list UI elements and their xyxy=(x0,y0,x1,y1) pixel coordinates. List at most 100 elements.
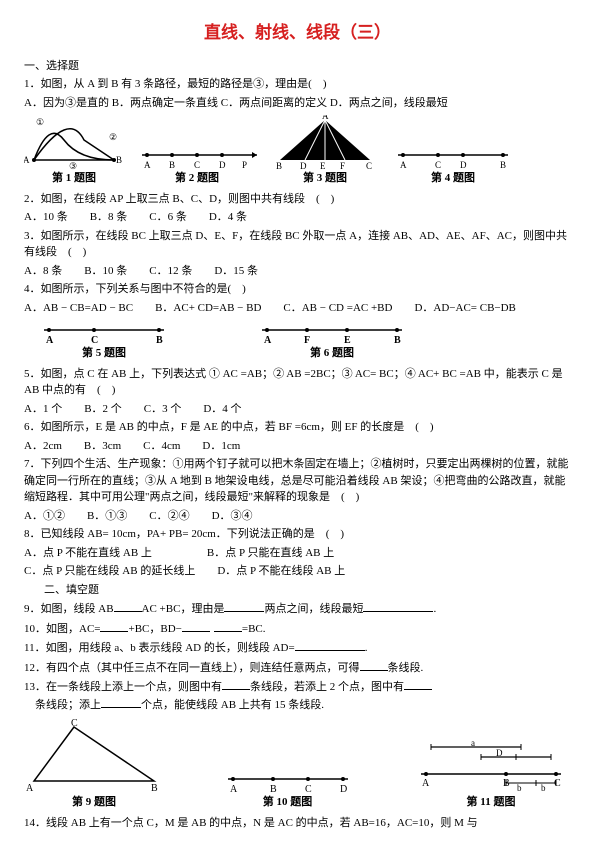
fig9-label: 第 9 题图 xyxy=(24,794,164,811)
q8-opt-ab: A．点 P 不能在直线 AB 上 B．点 P 只能在直线 AB 上 xyxy=(24,545,571,562)
fig10-label: 第 10 题图 xyxy=(218,794,358,811)
q13-c: 条线段；添上 xyxy=(35,699,101,711)
q12-blank xyxy=(360,659,388,671)
svg-text:b: b xyxy=(517,783,522,793)
q6-options: A．2cm B．3cm C．4cm D．1cm xyxy=(24,438,571,455)
q11-blank xyxy=(295,639,365,651)
page-title: 直线、射线、线段（三） xyxy=(24,20,571,46)
svg-text:B: B xyxy=(116,155,122,165)
fig6-col: A F E B 第 6 题图 xyxy=(252,320,412,362)
svg-text:A: A xyxy=(230,784,238,794)
q8-text: 8．已知线段 AB= 10cm，PA+ PB= 20cm．下列说法正确的是 ( … xyxy=(24,526,571,543)
figure-row-1: ① ② ③ AB 第 1 题图 AB CD P 第 2 题图 A BD EF C xyxy=(24,115,571,187)
svg-text:A: A xyxy=(322,115,329,121)
q5-text: 5．如图，点 C 在 AB 上，下列表达式 ① AC =AB；② AB =2BC… xyxy=(24,366,571,399)
q9: 9．如图，线段 ABAC +BC，理由是两点之间，线段最短. xyxy=(24,600,571,618)
svg-text:①: ① xyxy=(36,117,44,127)
fig4-col: AC DB 第 4 题图 xyxy=(388,140,518,187)
svg-text:②: ② xyxy=(109,132,117,142)
q14-text: 14．线段 AB 上有一个点 C，M 是 AB 的中点，N 是 AC 的中点，若… xyxy=(24,815,571,832)
q5-options: A．1 个 B．2 个 C．3 个 D．4 个 xyxy=(24,401,571,418)
svg-text:B: B xyxy=(276,161,282,170)
q10: 10．如图，AC=+BC，BD−=BC. xyxy=(24,620,571,638)
q4-text: 4．如图所示，下列关系与图中不符合的是( ) xyxy=(24,281,571,298)
svg-text:a: a xyxy=(471,739,475,748)
svg-text:D: D xyxy=(300,161,307,170)
fig11-svg: a D ABC b b xyxy=(411,739,571,794)
svg-text:A: A xyxy=(400,160,407,170)
figure-row-3: C A B 第 9 题图 AB CD 第 10 题图 a D ABC b xyxy=(24,719,571,811)
svg-text:D: D xyxy=(340,784,347,794)
svg-text:b: b xyxy=(541,783,546,793)
q10-c: =BC. xyxy=(242,623,266,635)
q10-blank3 xyxy=(214,620,242,632)
svg-text:D: D xyxy=(219,160,226,170)
q3-options: A．8 条 B．10 条 C．12 条 D．15 条 xyxy=(24,263,571,280)
q10-a: 10．如图，AC= xyxy=(24,623,100,635)
svg-text:D: D xyxy=(496,748,503,758)
q3-text: 3．如图所示，在线段 BC 上取三点 D、E、F，在线段 BC 外取一点 A，连… xyxy=(24,228,571,261)
svg-text:A: A xyxy=(26,783,34,794)
section-1-header: 一、选择题 xyxy=(24,58,571,75)
svg-text:B: B xyxy=(156,335,163,345)
fig5-label: 第 5 题图 xyxy=(34,345,174,362)
fig9-svg: C A B xyxy=(24,719,164,794)
q9-c: 两点之间，线段最短 xyxy=(264,603,363,615)
fig11-label: 第 11 题图 xyxy=(411,794,571,811)
q6-text: 6．如图所示，E 是 AB 的中点，F 是 AE 的中点，若 BF =6cm，则… xyxy=(24,419,571,436)
fig4-svg: AC DB xyxy=(388,140,518,170)
figure-row-2: A C B 第 5 题图 A F E B 第 6 题图 xyxy=(24,320,571,362)
q9-blank1 xyxy=(114,600,142,612)
q13-d: 个点，能使线段 AB 上共有 15 条线段. xyxy=(141,699,324,711)
svg-text:P: P xyxy=(242,160,247,170)
q13-blank1 xyxy=(222,678,250,690)
q1-text: 1．如图，从 A 到 B 有 3 条路径，最短的路径是③，理由是( ) xyxy=(24,76,571,93)
fig1-label: 第 1 题图 xyxy=(24,170,124,187)
q2-text: 2．如图，在线段 AP 上取三点 B、C、D，则图中共有线段 ( ) xyxy=(24,191,571,208)
q13-blank3 xyxy=(101,696,141,708)
svg-text:C: C xyxy=(305,784,312,794)
q2-options: A．10 条 B．8 条 C．6 条 D．4 条 xyxy=(24,209,571,226)
q9-b: AC +BC，理由是 xyxy=(142,603,225,615)
q9-a: 9．如图，线段 AB xyxy=(24,603,114,615)
fig3-svg: A BD EF C xyxy=(270,115,380,170)
svg-text:A: A xyxy=(264,335,272,345)
svg-text:③: ③ xyxy=(69,161,77,170)
q13-blank2 xyxy=(404,678,432,690)
q1-options: A．因为③是直的 B．两点确定一条直线 C．两点间距离的定义 D．两点之间，线段… xyxy=(24,95,571,112)
svg-text:A: A xyxy=(422,778,430,789)
fig11-col: a D ABC b b 第 11 题图 xyxy=(411,739,571,811)
svg-text:A: A xyxy=(144,160,151,170)
svg-text:A: A xyxy=(24,155,30,165)
svg-text:E: E xyxy=(320,161,326,170)
q13-b: 条线段，若添上 2 个点，图中有 xyxy=(250,681,404,693)
q13: 13．在一条线段上添上一个点，则图中有 条线段，若添上 2 个点，图中有 条线段；… xyxy=(24,678,571,713)
fig2-label: 第 2 题图 xyxy=(132,170,262,187)
q13-a: 13．在一条线段上添上一个点，则图中有 xyxy=(24,681,222,693)
fig3-col: A BD EF C 第 3 题图 xyxy=(270,115,380,187)
q7-options: A．①② B．①③ C．②④ D．③④ xyxy=(24,508,571,525)
q8-opt-cd: C．点 P 只能在线段 AB 的延长线上 D．点 P 不能在线段 AB 上 xyxy=(24,563,571,580)
svg-text:A: A xyxy=(46,335,54,345)
svg-text:E: E xyxy=(344,335,351,345)
svg-text:C: C xyxy=(194,160,200,170)
q10-blank1 xyxy=(100,620,128,632)
svg-text:C: C xyxy=(71,719,78,729)
svg-text:F: F xyxy=(304,335,310,345)
fig2-col: AB CD P 第 2 题图 xyxy=(132,140,262,187)
svg-text:C: C xyxy=(91,335,98,345)
q12-a: 12．有四个点（其中任三点不在同一直线上），则连结任意两点，可得 xyxy=(24,662,360,674)
svg-text:F: F xyxy=(340,161,345,170)
q4-options: A．AB − CB=AD − BC B．AC+ CD=AB − BD C．AB … xyxy=(24,300,571,317)
svg-text:B: B xyxy=(500,160,506,170)
fig6-label: 第 6 题图 xyxy=(252,345,412,362)
svg-text:B: B xyxy=(394,335,401,345)
fig5-col: A C B 第 5 题图 xyxy=(34,320,174,362)
fig1-svg: ① ② ③ A B xyxy=(24,115,124,170)
fig4-label: 第 4 题图 xyxy=(388,170,518,187)
fig9-col: C A B 第 9 题图 xyxy=(24,719,164,811)
fig3-label: 第 3 题图 xyxy=(270,170,380,187)
q9-blank2 xyxy=(224,600,264,612)
q7-text: 7．下列四个生活、生产现象：①用两个钉子就可以把木条固定在墙上；②植树时，只要定… xyxy=(24,456,571,506)
svg-text:B: B xyxy=(151,783,158,794)
